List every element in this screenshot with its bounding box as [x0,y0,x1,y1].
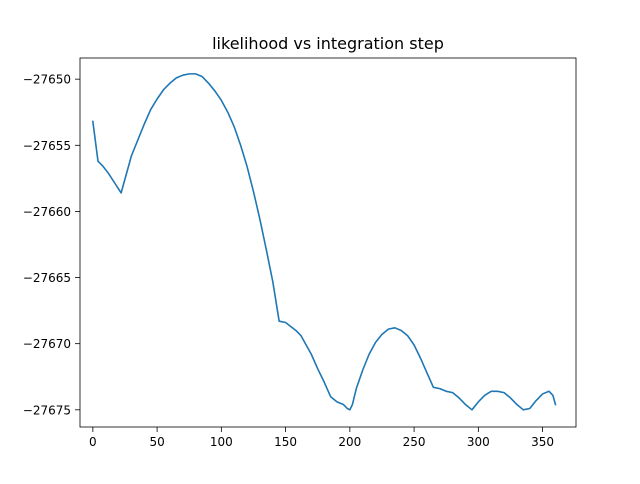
y-tick-label: −27675 [23,403,71,417]
x-tick-label: 300 [467,435,490,449]
y-tick-label: −27655 [23,139,71,153]
x-tick-label: 250 [403,435,426,449]
x-tick-label: 350 [531,435,554,449]
y-axis: −27650 −27655 −27660 −27665 −27670 −27675 [23,73,80,417]
x-tick-label: 200 [338,435,361,449]
x-tick-label: 150 [274,435,297,449]
plot-series [91,73,557,411]
y-tick-label: −27665 [23,271,71,285]
y-tick-label: −27670 [23,337,71,351]
axes-frame [79,57,577,428]
y-tick-label: −27660 [23,205,71,219]
series-line-0 [91,73,557,411]
plot-border [79,57,577,428]
x-tick-label: 100 [210,435,233,449]
x-tick-label: 50 [149,435,164,449]
x-tick-label: 0 [89,435,97,449]
chart-title: likelihood vs integration step [212,34,444,53]
y-tick-label: −27650 [23,73,71,87]
x-axis: 0 50 100 150 200 250 300 350 [89,427,554,449]
